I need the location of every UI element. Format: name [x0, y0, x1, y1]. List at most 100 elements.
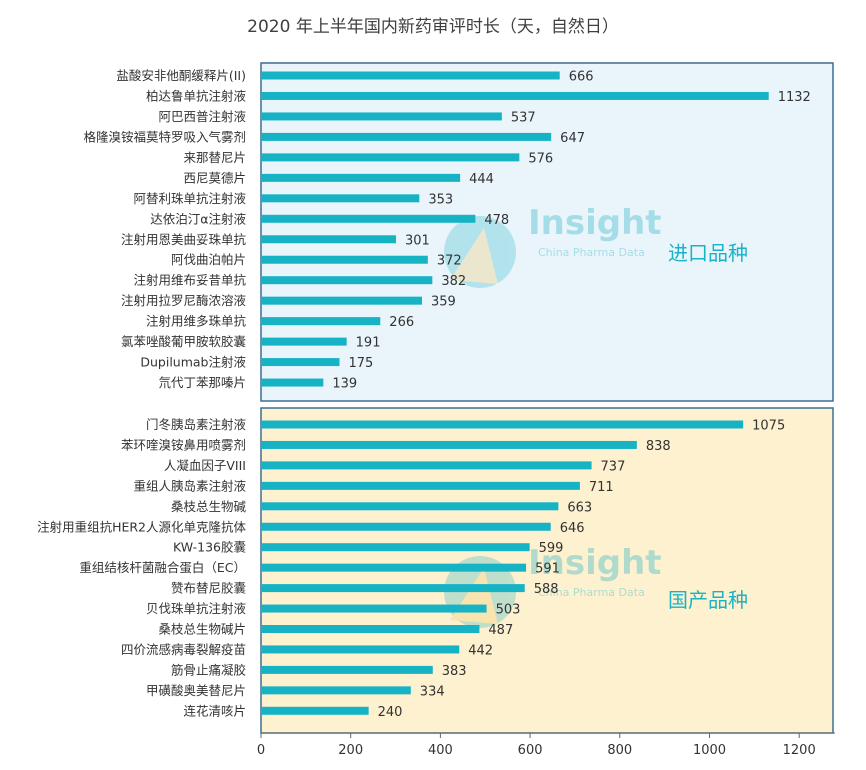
bar: [261, 543, 530, 552]
bar: [261, 112, 502, 121]
data-label: 1132: [778, 90, 811, 105]
watermark-subtext: China Pharma Data: [538, 586, 645, 599]
x-tick-label: 1000: [693, 743, 726, 758]
bar: [261, 255, 428, 264]
data-label: 383: [442, 664, 467, 679]
x-tick-label: 1200: [783, 743, 816, 758]
watermark-text: Insight: [528, 203, 662, 243]
category-label: 阿替利珠单抗注射液: [133, 191, 246, 206]
bar: [261, 378, 324, 387]
bar: [261, 440, 637, 449]
category-label: 人凝血因子VIII: [164, 458, 246, 473]
bar: [261, 563, 527, 572]
data-label: 334: [420, 684, 445, 699]
category-label: 甲磺酸奥美替尼片: [146, 683, 246, 698]
bar: [261, 153, 520, 162]
data-label: 175: [348, 356, 373, 371]
panel-label: 进口品种: [668, 241, 748, 265]
category-label: 阿巴西普注射液: [158, 109, 246, 124]
data-label: 359: [431, 295, 456, 310]
bar: [261, 706, 369, 715]
watermark-text: Insight: [528, 543, 662, 583]
x-tick-label: 0: [257, 743, 265, 758]
x-tick-label: 200: [338, 743, 363, 758]
category-label: KW-136胶囊: [173, 540, 246, 555]
category-label: 阿伐曲泊帕片: [171, 252, 246, 267]
bar: [261, 645, 460, 654]
category-label: 连花清咳片: [183, 703, 246, 718]
data-label: 442: [468, 643, 493, 658]
bar: [261, 317, 381, 326]
bar: [261, 502, 559, 511]
data-label: 266: [389, 315, 414, 330]
x-tick-label: 400: [428, 743, 453, 758]
data-label: 353: [428, 192, 453, 207]
x-tick-label: 800: [607, 743, 632, 758]
data-label: 503: [496, 603, 521, 618]
category-label: 注射用拉罗尼酶浓溶液: [121, 293, 247, 308]
category-label: Dupilumab注射液: [140, 355, 246, 370]
chart-title: 2020 年上半年国内新药审评时长（天，自然日）: [247, 17, 619, 37]
category-label: 注射用重组抗HER2人源化单克隆抗体: [37, 519, 246, 534]
bar: [261, 665, 433, 674]
category-label: 氯苯唑酸葡甲胺软胶囊: [121, 334, 246, 349]
category-label: 注射用维布妥昔单抗: [133, 273, 246, 288]
bar: [261, 584, 525, 593]
category-label: 注射用维多珠单抗: [146, 314, 247, 329]
data-label: 191: [356, 336, 381, 351]
bar: [261, 71, 560, 80]
category-label: 桑枝总生物碱: [171, 499, 247, 514]
bar: [261, 461, 592, 470]
bar: [261, 91, 769, 100]
category-label: 达依泊汀α注射液: [150, 211, 246, 226]
data-label: 663: [567, 500, 592, 515]
data-label: 301: [405, 233, 430, 248]
data-label: 478: [484, 213, 509, 228]
bar: [261, 604, 487, 613]
bar: [261, 625, 480, 633]
category-label: 苯环喹溴铵鼻用喷雾剂: [121, 437, 246, 452]
category-label: 来那替尼片: [183, 150, 246, 165]
data-label: 737: [601, 459, 626, 474]
x-tick-label: 600: [518, 743, 543, 758]
category-label: 筋骨止痛凝胶: [171, 662, 246, 677]
data-label: 599: [539, 541, 564, 556]
data-label: 588: [534, 582, 559, 597]
category-label: 柏达鲁单抗注射液: [146, 88, 247, 103]
data-label: 139: [332, 377, 357, 392]
data-label: 838: [646, 439, 671, 454]
data-label: 666: [569, 70, 594, 85]
data-label: 240: [378, 705, 403, 720]
category-label: 氘代丁苯那嗪片: [158, 375, 246, 390]
bar: [261, 522, 551, 531]
category-label: 盐酸安非他酮缓释片(II): [116, 68, 246, 83]
bar: [261, 132, 552, 141]
bar: [261, 296, 423, 305]
bar: [261, 358, 340, 367]
data-label: 647: [560, 131, 585, 146]
bar: [261, 194, 420, 203]
data-label: 646: [560, 521, 585, 536]
bar: [261, 420, 744, 429]
category-label: 格隆溴铵福莫特罗吸入气雾剂: [83, 129, 246, 144]
data-label: 711: [589, 480, 614, 495]
category-label: 门冬胰岛素注射液: [146, 417, 247, 432]
category-label: 桑枝总生物碱片: [158, 622, 246, 637]
data-label: 1075: [752, 419, 785, 434]
category-label: 四价流感病毒裂解疫苗: [121, 642, 246, 657]
data-label: 444: [469, 172, 494, 187]
bar: [261, 235, 396, 244]
category-label: 西尼莫德片: [183, 170, 246, 185]
bar: [261, 686, 411, 695]
data-label: 537: [511, 110, 536, 125]
data-label: 591: [535, 562, 560, 577]
category-label: 赞布替尼胶囊: [171, 581, 246, 596]
category-label: 注射用恩美曲妥珠单抗: [121, 232, 247, 247]
bar: [261, 276, 433, 285]
watermark-subtext: China Pharma Data: [538, 246, 645, 259]
bar: [261, 337, 347, 346]
data-label: 487: [488, 623, 513, 638]
category-label: 重组人胰岛素注射液: [133, 478, 246, 493]
category-label: 贝伐珠单抗注射液: [146, 601, 247, 616]
